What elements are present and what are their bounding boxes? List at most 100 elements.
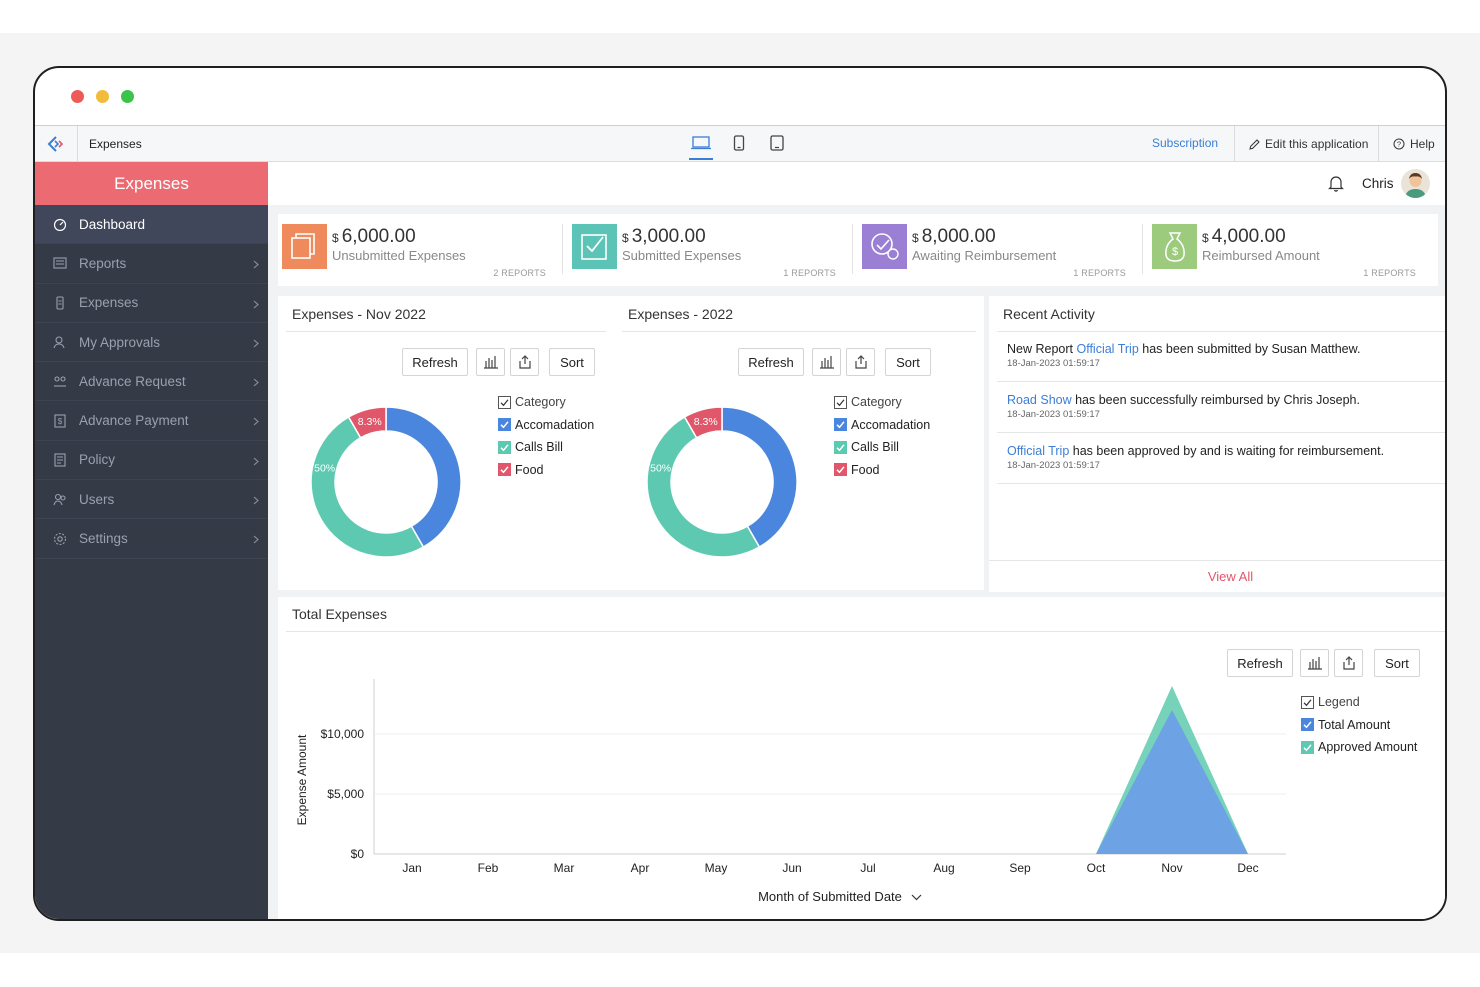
donut-legend-item[interactable]: Accomadation xyxy=(498,414,594,437)
amount-value: 6,000.00 xyxy=(341,226,416,247)
area-legend-item[interactable]: Approved Amount xyxy=(1301,736,1417,759)
area-legend-item[interactable]: Total Amount xyxy=(1301,714,1417,737)
app-logo-icon[interactable] xyxy=(35,126,78,162)
expenses-2022-panel: Expenses - 2022 50% 8.3% Category Accomada… xyxy=(614,296,984,590)
sidebar-item-label: Expenses xyxy=(79,295,139,311)
mobile-view-icon[interactable] xyxy=(727,132,751,160)
desktop-view-icon[interactable] xyxy=(689,132,713,160)
refresh-button[interactable]: Refresh xyxy=(738,348,804,376)
user-name[interactable]: Chris xyxy=(1362,176,1394,191)
checkbox-icon[interactable] xyxy=(834,395,847,409)
svg-text:?: ? xyxy=(1397,140,1401,149)
x-tick-label: Feb xyxy=(478,861,499,875)
area-legend-header[interactable]: Legend xyxy=(1301,691,1417,714)
legend-header-label: Legend xyxy=(1318,695,1360,710)
minimize-window-button[interactable] xyxy=(96,90,109,103)
donut-legend-header[interactable]: Category xyxy=(834,391,930,414)
refresh-button[interactable]: Refresh xyxy=(402,348,468,376)
donut-slice-food[interactable] xyxy=(347,406,387,439)
donut-legend-item[interactable]: Food xyxy=(498,459,594,482)
donut-legend-header[interactable]: Category xyxy=(498,391,594,414)
sidebar-item-expenses[interactable]: Expenses xyxy=(35,284,268,323)
summary-card[interactable]: $6,000.00 Unsubmitted Expenses 2 REPORTS xyxy=(278,214,568,286)
summary-card[interactable]: $ $4,000.00 Reimbursed Amount 1 REPORTS xyxy=(1142,214,1438,286)
checkbox-checked-icon[interactable] xyxy=(834,418,847,432)
checkbox-checked-icon[interactable] xyxy=(498,418,511,432)
checkbox-checked-icon[interactable] xyxy=(498,440,511,454)
donut-slice-calls-bill[interactable] xyxy=(646,415,761,558)
sidebar-item-my-approvals[interactable]: My Approvals xyxy=(35,323,268,363)
summary-label: Unsubmitted Expenses xyxy=(332,248,466,263)
chart-type-button[interactable] xyxy=(1300,649,1329,677)
sidebar-item-advance-payment[interactable]: $ Advance Payment xyxy=(35,401,268,441)
share-icon xyxy=(1342,656,1355,670)
recent-activity-panel: Recent Activity New Report Official Trip… xyxy=(989,296,1445,592)
checkbox-checked-icon[interactable] xyxy=(1301,718,1314,732)
summary-card[interactable]: $3,000.00 Submitted Expenses 1 REPORTS xyxy=(562,214,858,286)
donut-legend-item[interactable]: Calls Bill xyxy=(498,436,594,459)
view-all-link[interactable]: View All xyxy=(1207,569,1254,584)
dashboard-icon xyxy=(53,217,67,232)
chevron-right-icon xyxy=(253,414,259,429)
money-bag-icon: $ xyxy=(1152,224,1197,269)
sort-button[interactable]: Sort xyxy=(885,348,931,376)
report-link[interactable]: Official Trip xyxy=(1076,342,1139,356)
sort-button[interactable]: Sort xyxy=(1374,649,1420,677)
donut-legend-item[interactable]: Food xyxy=(834,459,930,482)
tablet-view-icon[interactable] xyxy=(765,132,789,160)
legend-header-label: Category xyxy=(851,395,902,410)
report-link[interactable]: Official Trip xyxy=(1007,444,1070,458)
total-expenses-panel: Total Expenses Refresh Sort Legend Total … xyxy=(278,597,1445,919)
activity-text: Official Trip has been approved by and i… xyxy=(1007,444,1384,458)
report-link[interactable]: Road Show xyxy=(1007,393,1072,407)
donut-slice-accomadation[interactable] xyxy=(385,406,462,549)
bar-chart-icon xyxy=(819,356,834,369)
sidebar-item-label: Settings xyxy=(79,531,128,547)
subscription-link[interactable]: Subscription xyxy=(1152,136,1219,150)
edit-application-button[interactable]: Edit this application xyxy=(1234,126,1382,162)
checkbox-icon[interactable] xyxy=(1301,695,1314,709)
donut-slice-label: 8.3% xyxy=(694,416,718,428)
checkbox-checked-icon[interactable] xyxy=(498,463,511,477)
settings-icon xyxy=(53,532,67,546)
donut-legend-item[interactable]: Calls Bill xyxy=(834,436,930,459)
user-avatar[interactable] xyxy=(1401,169,1430,198)
maximize-window-button[interactable] xyxy=(121,90,134,103)
donut-slice-food[interactable] xyxy=(683,406,723,439)
legend-header-label: Category xyxy=(515,395,566,410)
close-window-button[interactable] xyxy=(71,90,84,103)
activity-timestamp: 18-Jan-2023 01:59:17 xyxy=(1007,460,1100,471)
notification-bell-icon[interactable] xyxy=(1328,175,1344,192)
x-axis-label-dropdown[interactable]: Month of Submitted Date xyxy=(758,889,922,904)
area-series-total-amount[interactable] xyxy=(412,710,1248,854)
summary-card[interactable]: $8,000.00 Awaiting Reimbursement 1 REPORTS xyxy=(852,214,1148,286)
amount-value: 8,000.00 xyxy=(921,226,996,247)
sidebar-item-advance-request[interactable]: Advance Request xyxy=(35,362,268,402)
legend-item-label: Food xyxy=(515,462,544,477)
sidebar-item-settings[interactable]: Settings xyxy=(35,519,268,559)
top-bar: Chris xyxy=(268,162,1445,205)
help-button[interactable]: ? Help xyxy=(1378,126,1445,162)
sidebar-item-label: Reports xyxy=(79,255,127,271)
export-button[interactable] xyxy=(510,348,539,376)
checkbox-checked-icon[interactable] xyxy=(834,463,847,477)
chart-type-button[interactable] xyxy=(812,348,841,376)
checkbox-icon[interactable] xyxy=(498,395,511,409)
panel-title: Expenses - 2022 xyxy=(628,306,734,322)
sidebar-item-reports[interactable]: Reports xyxy=(35,244,268,284)
donut-slice-calls-bill[interactable] xyxy=(310,415,425,558)
export-button[interactable] xyxy=(846,348,875,376)
sidebar-item-users[interactable]: Users xyxy=(35,480,268,520)
checkbox-checked-icon[interactable] xyxy=(1301,740,1314,754)
report-count: 1 REPORTS xyxy=(1073,268,1126,278)
sort-button[interactable]: Sort xyxy=(549,348,595,376)
chart-type-button[interactable] xyxy=(476,348,505,376)
export-button[interactable] xyxy=(1334,649,1363,677)
donut-legend-item[interactable]: Accomadation xyxy=(834,414,930,437)
checkbox-checked-icon[interactable] xyxy=(834,440,847,454)
donut-slice-accomadation[interactable] xyxy=(721,406,798,549)
activity-timestamp: 18-Jan-2023 01:59:17 xyxy=(1007,409,1100,420)
sidebar-item-dashboard[interactable]: Dashboard xyxy=(35,205,268,245)
refresh-button[interactable]: Refresh xyxy=(1227,649,1293,677)
sidebar-item-policy[interactable]: Policy xyxy=(35,441,268,481)
